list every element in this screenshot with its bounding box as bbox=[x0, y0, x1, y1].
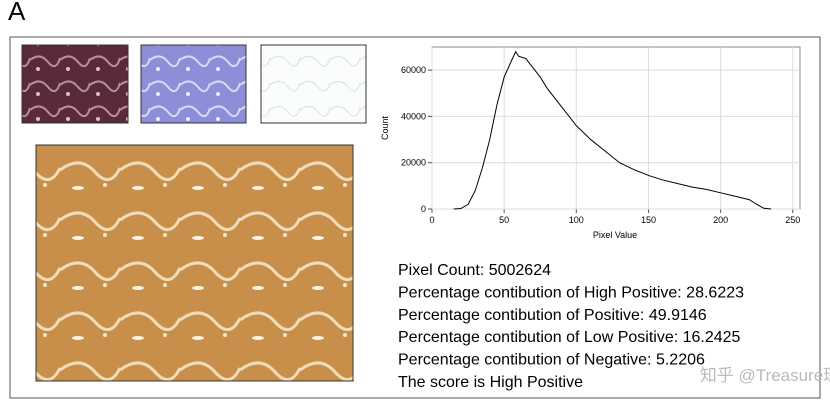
tissue-image bbox=[35, 144, 354, 382]
stat-line: Percentage contibution of High Positive:… bbox=[398, 284, 744, 301]
panel-border bbox=[9, 36, 821, 399]
plot-area bbox=[431, 46, 801, 210]
y-axis-label: Count bbox=[380, 116, 390, 141]
x-tick-label: 0 bbox=[429, 215, 434, 225]
thumbnail-dab bbox=[260, 44, 367, 124]
y-tick-label: 60000 bbox=[401, 65, 426, 75]
panel-label: A bbox=[8, 0, 26, 26]
stat-line: Pixel Count: 5002624 bbox=[398, 262, 551, 279]
thumbnail-hematoxylin bbox=[140, 44, 247, 124]
x-tick-label: 200 bbox=[713, 215, 728, 225]
stat-line: Percentage contibution of Low Positive: … bbox=[398, 329, 741, 346]
x-tick-label: 100 bbox=[569, 215, 584, 225]
stat-line: Percentage contibution of Positive: 49.9… bbox=[398, 307, 707, 324]
x-axis-label: Pixel Value bbox=[593, 230, 637, 240]
x-tick-label: 50 bbox=[499, 215, 509, 225]
y-tick-label: 0 bbox=[421, 204, 426, 214]
watermark: 知乎 @Treasure琛 bbox=[700, 366, 830, 385]
y-tick-label: 40000 bbox=[401, 111, 426, 121]
histogram-line bbox=[453, 50, 772, 210]
stat-line: The score is High Positive bbox=[398, 374, 583, 391]
x-tick-label: 250 bbox=[785, 215, 800, 225]
y-tick-label: 20000 bbox=[401, 158, 426, 168]
x-tick-label: 150 bbox=[641, 215, 656, 225]
thumbnail-he bbox=[21, 44, 129, 124]
stat-line: Percentage contibution of Negative: 5.22… bbox=[398, 352, 705, 369]
